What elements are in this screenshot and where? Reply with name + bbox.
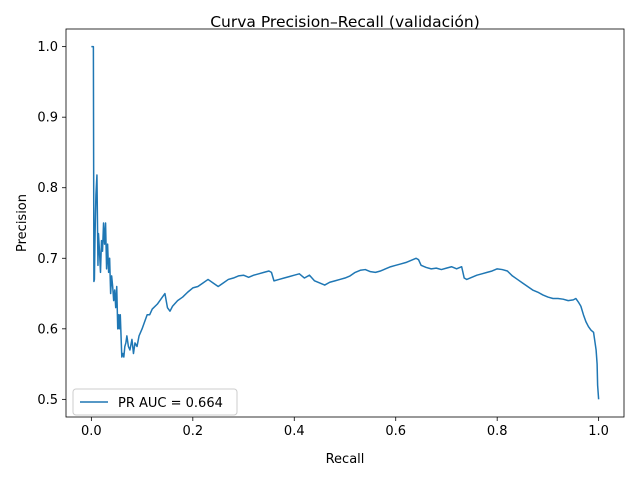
series-line: [91, 45, 600, 400]
x-tick-label: 0.0: [81, 424, 102, 439]
x-tick-label: 0.6: [385, 424, 406, 439]
y-tick-label: 1.0: [37, 40, 58, 55]
x-axis-ticks: 0.0 0.2 0.4 0.6 0.8 1.0: [81, 417, 609, 439]
plot-area: 0.0 0.2 0.4 0.6 0.8 1.0 0.5 0.6 0.7 0.8 0.9 1.0: [37, 28, 625, 439]
x-tick-label: 1.0: [588, 424, 609, 439]
x-tick-label: 0.8: [487, 424, 508, 439]
x-tick-label: 0.2: [182, 424, 203, 439]
axes-frame: [65, 28, 625, 418]
series-group: [91, 45, 600, 400]
y-tick-label: 0.9: [37, 111, 58, 126]
legend-label: PR AUC = 0.664: [118, 396, 223, 411]
legend-box: [72, 388, 238, 416]
y-axis-ticks: 0.5 0.6 0.7 0.8 0.9 1.0: [37, 40, 66, 408]
y-tick-label: 0.6: [37, 322, 58, 337]
y-tick-label: 0.8: [37, 181, 58, 196]
y-tick-label: 0.5: [37, 393, 58, 408]
y-axis-title: Precision: [15, 194, 30, 252]
x-axis-title: Recall: [326, 452, 365, 467]
legend: PR AUC = 0.664: [72, 388, 238, 416]
chart-title: Curva Precision–Recall (validación): [210, 13, 480, 31]
y-tick-label: 0.7: [37, 252, 58, 267]
x-tick-label: 0.4: [284, 424, 305, 439]
